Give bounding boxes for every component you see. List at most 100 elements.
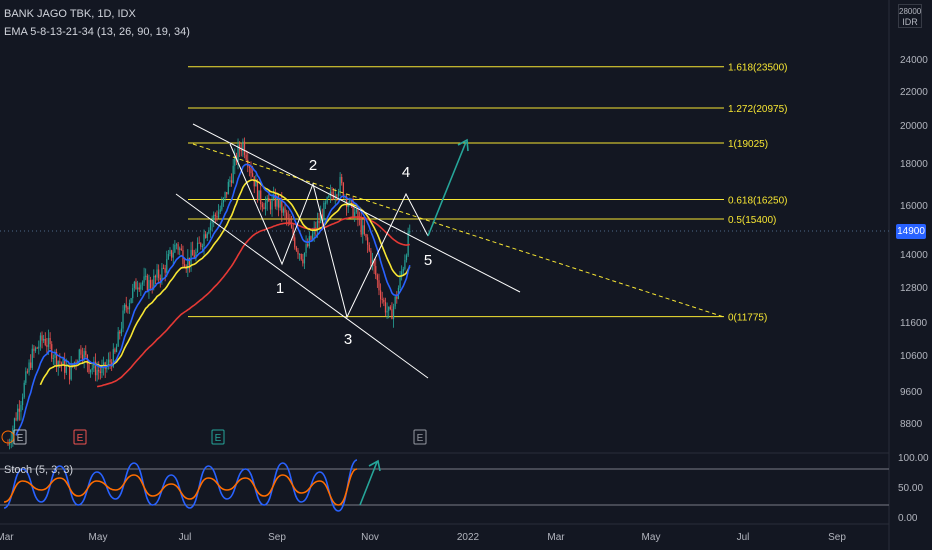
- candle-body: [232, 165, 234, 183]
- candle-body: [188, 257, 191, 265]
- candle-body: [146, 275, 148, 291]
- stoch-legend: Stoch (5, 3, 3): [4, 464, 73, 476]
- candle-body: [77, 360, 79, 363]
- candle-body: [342, 182, 344, 198]
- candle-body: [62, 359, 64, 365]
- candle-body: [396, 296, 398, 299]
- candle-body: [193, 255, 195, 259]
- symbol-legend[interactable]: BANK JAGO TBK, 1D, IDX: [4, 8, 136, 20]
- candle-body: [211, 220, 213, 224]
- candle-body: [167, 253, 169, 260]
- candle-body: [362, 225, 364, 235]
- candle-body: [384, 302, 387, 313]
- wave-label: 2: [309, 157, 317, 174]
- candle-body: [18, 408, 20, 412]
- candle-body: [117, 331, 119, 347]
- candle-body: [78, 349, 80, 361]
- candle-body: [299, 254, 301, 256]
- candle-body: [264, 202, 267, 210]
- candle-body: [386, 310, 388, 313]
- event-marker-label: E: [77, 433, 84, 444]
- fib-level-label: 0.5(15400): [728, 215, 776, 226]
- price-tick-label: 18000: [900, 159, 928, 170]
- candle-body: [281, 199, 283, 213]
- candle-body: [39, 335, 41, 347]
- event-marker-circle: [1, 430, 15, 444]
- candle-body: [394, 296, 396, 307]
- elliott-wave-path: [229, 143, 429, 319]
- candle-body: [49, 337, 51, 345]
- candle-body: [195, 251, 197, 259]
- candle-body: [230, 180, 233, 183]
- candle-body: [88, 364, 90, 373]
- fib-level-label: 1(19025): [728, 139, 768, 150]
- candle-body: [175, 244, 178, 246]
- time-tick-label: Mar: [0, 532, 14, 543]
- candle-body: [370, 250, 372, 264]
- currency-box[interactable]: 28000 IDR: [898, 4, 922, 28]
- candle-body: [20, 405, 22, 412]
- time-tick-label: Sep: [268, 532, 286, 543]
- candle-body: [226, 192, 228, 195]
- candle-body: [120, 328, 122, 334]
- candle-body: [208, 230, 210, 234]
- candle-body: [201, 245, 203, 247]
- candle-body: [405, 255, 408, 261]
- candle-body: [345, 196, 348, 207]
- candle-body: [94, 361, 97, 376]
- wave-label: 4: [402, 164, 410, 181]
- candle-body: [38, 346, 40, 349]
- stoch-k-line: [3, 459, 358, 512]
- candle-body: [65, 366, 67, 373]
- candle-body: [224, 192, 226, 199]
- indicator-legend[interactable]: EMA 5-8-13-21-34 (13, 26, 90, 19, 34): [4, 26, 190, 38]
- event-marker-label: E: [417, 433, 424, 444]
- candle-body: [255, 180, 257, 187]
- currency-unit: IDR: [902, 17, 918, 27]
- candle-body: [140, 284, 142, 290]
- price-tick-label: 20000: [900, 121, 928, 132]
- candle-body: [25, 371, 27, 383]
- candle-body: [258, 190, 260, 201]
- candle-body: [174, 244, 176, 253]
- fib-level-label: 0(11775): [728, 313, 767, 324]
- candle-body: [149, 280, 152, 288]
- candle-body: [17, 408, 19, 420]
- candle-body: [214, 214, 216, 217]
- candle-body: [52, 357, 54, 359]
- candle-body: [57, 361, 59, 367]
- candle-body: [294, 237, 296, 248]
- candle-body: [358, 218, 361, 220]
- candle-body: [159, 278, 161, 280]
- event-marker-box: [413, 429, 427, 445]
- candle-body: [198, 242, 200, 244]
- candle-body: [289, 219, 291, 225]
- candle-body: [107, 359, 110, 365]
- candle-body: [310, 236, 312, 240]
- time-tick-label: 2022: [457, 532, 480, 543]
- candle-body: [114, 349, 116, 353]
- projection-arrow-head: [457, 138, 469, 152]
- candle-body: [205, 234, 207, 238]
- fib-level-label: 1.618(23500): [728, 63, 788, 74]
- candle-body: [277, 195, 280, 208]
- time-tick-label: Jul: [179, 532, 192, 543]
- candle-body: [320, 214, 322, 224]
- candle-body: [34, 347, 37, 351]
- candle-body: [122, 310, 124, 329]
- candle-body: [172, 252, 174, 258]
- candle-body: [154, 275, 157, 278]
- candle-body: [81, 354, 84, 360]
- wave-label: 1: [276, 280, 284, 297]
- candle-body: [300, 254, 302, 260]
- candle-body: [47, 337, 50, 347]
- candle-body: [90, 369, 92, 373]
- candle-body: [179, 248, 181, 250]
- event-marker-box: [211, 429, 225, 445]
- ema-fast-line: [15, 163, 411, 436]
- candle-body: [305, 244, 307, 253]
- candle-body: [324, 202, 327, 204]
- candle-body: [256, 180, 259, 201]
- last-price-tag: 14900: [896, 224, 926, 239]
